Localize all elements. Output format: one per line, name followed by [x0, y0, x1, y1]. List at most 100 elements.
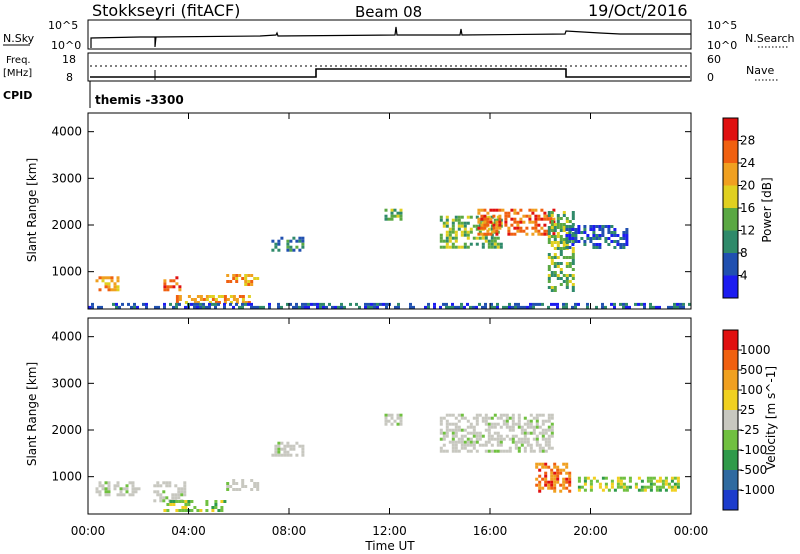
- velocity-colorbar-tick-label: 1000: [740, 343, 771, 357]
- power-echo-cell: [187, 295, 191, 298]
- velocity-echo-cell: [442, 443, 446, 447]
- power-echo-cell: [328, 302, 331, 306]
- velocity-echo-cell: [547, 443, 551, 447]
- velocity-echo-cell: [496, 440, 500, 444]
- power-echo-cell: [163, 305, 166, 309]
- power-echo-cell: [127, 302, 130, 306]
- power-echo-cell: [565, 220, 569, 223]
- velocity-echo-cell: [131, 493, 135, 497]
- power-echo-cell: [568, 231, 572, 234]
- power-echo-cell: [568, 225, 572, 228]
- velocity-echo-cell: [472, 431, 476, 435]
- velocity-echo-cell: [628, 479, 632, 483]
- power-echo-cell: [619, 243, 623, 246]
- velocity-echo-cell: [162, 499, 166, 503]
- power-echo-cell: [643, 305, 646, 309]
- velocity-echo-cell: [616, 476, 620, 480]
- power-echo-cell: [562, 244, 566, 247]
- power-echo-cell: [592, 237, 596, 240]
- power-echo-cell: [250, 274, 254, 277]
- power-echo-cell: [445, 245, 449, 249]
- velocity-echo-cell: [445, 419, 449, 423]
- power-echo-cell: [652, 305, 655, 309]
- velocity-echo-cell: [523, 431, 527, 435]
- velocity-echo-cell: [550, 483, 554, 487]
- velocity-echo-cell: [541, 419, 545, 423]
- power-echo-cell: [235, 298, 239, 301]
- velocity-echo-cell: [547, 437, 551, 441]
- time-xtick-label: 16:00: [473, 524, 508, 538]
- power-echo-cell: [531, 226, 535, 230]
- velocity-echo-cell: [390, 413, 394, 417]
- velocity-echo-cell: [177, 493, 181, 497]
- velocity-echo-cell: [553, 489, 557, 493]
- power-echo-cell: [537, 232, 541, 236]
- power-echo-cell: [244, 301, 248, 304]
- velocity-echo-cell: [472, 416, 476, 420]
- power-echo-cell: [613, 246, 617, 249]
- power-echo-cell: [268, 302, 271, 306]
- velocity-echo-cell: [517, 440, 521, 444]
- velocity-echo-cell: [220, 500, 224, 503]
- power-echo-cell: [235, 301, 239, 304]
- power-echo-cell: [610, 231, 614, 234]
- power-echo-cell: [454, 245, 458, 249]
- power-ylabel: Slant Range [km]: [25, 158, 39, 262]
- power-echo-cell: [559, 250, 563, 253]
- power-echo-cell: [448, 245, 452, 249]
- power-echo-cell: [387, 217, 391, 221]
- velocity-echo-cell: [547, 440, 551, 444]
- power-echo-cell: [550, 289, 554, 292]
- power-echo-cell: [460, 302, 463, 306]
- velocity-echo-cell: [454, 443, 458, 447]
- power-echo-cell: [175, 302, 178, 306]
- velocity-echo-cell: [544, 462, 548, 466]
- station-title: Stokkseyri (fitACF): [92, 1, 240, 20]
- power-echo-cell: [679, 305, 682, 309]
- power-echo-cell: [490, 230, 494, 234]
- velocity-echo-cell: [463, 434, 467, 438]
- power-echo-cell: [301, 305, 304, 309]
- velocity-echo-cell: [104, 487, 108, 491]
- power-echo-cell: [493, 305, 496, 309]
- power-echo-cell: [397, 305, 400, 309]
- time-xtick-label: 00:00: [674, 524, 709, 538]
- power-echo-cell: [478, 302, 481, 306]
- power-echo-cell: [568, 240, 572, 243]
- velocity-echo-cell: [490, 416, 494, 420]
- velocity-echo-cell: [553, 480, 557, 484]
- velocity-echo-cell: [541, 449, 545, 453]
- power-echo-cell: [486, 211, 490, 215]
- power-echo-cell: [553, 253, 557, 256]
- power-echo-cell: [487, 242, 491, 246]
- power-echo-cell: [244, 277, 248, 280]
- power-echo-cell: [292, 236, 296, 240]
- power-echo-cell: [571, 217, 575, 220]
- power-echo-cell: [373, 305, 376, 309]
- velocity-echo-cell: [205, 503, 209, 506]
- velocity-echo-cell: [496, 437, 500, 441]
- power-echo-cell: [460, 245, 464, 249]
- power-echo-cell: [534, 214, 538, 218]
- velocity-ytick-label: 1000: [51, 470, 82, 484]
- power-echo-cell: [568, 237, 572, 240]
- velocity-echo-cell: [520, 437, 524, 441]
- power-echo-cell: [232, 277, 236, 280]
- power-echo-cell: [556, 226, 560, 229]
- velocity-echo-cell: [460, 428, 464, 432]
- nsearch-tick-top: 10^5: [707, 19, 737, 32]
- power-echo-cell: [217, 301, 221, 304]
- power-echo-cell: [399, 217, 403, 221]
- power-echo-cell: [466, 233, 470, 237]
- velocity-echo-cell: [637, 476, 641, 480]
- power-echo-cell: [466, 245, 470, 249]
- power-echo-cell: [571, 228, 575, 231]
- power-echo-cell: [504, 220, 508, 224]
- power-echo-cell: [393, 214, 397, 218]
- power-echo-cell: [586, 302, 589, 306]
- power-echo-cell: [298, 305, 301, 309]
- velocity-echo-cell: [484, 419, 488, 423]
- power-echo-cell: [496, 218, 500, 222]
- power-echo-cell: [534, 223, 538, 227]
- power-echo-cell: [568, 220, 572, 223]
